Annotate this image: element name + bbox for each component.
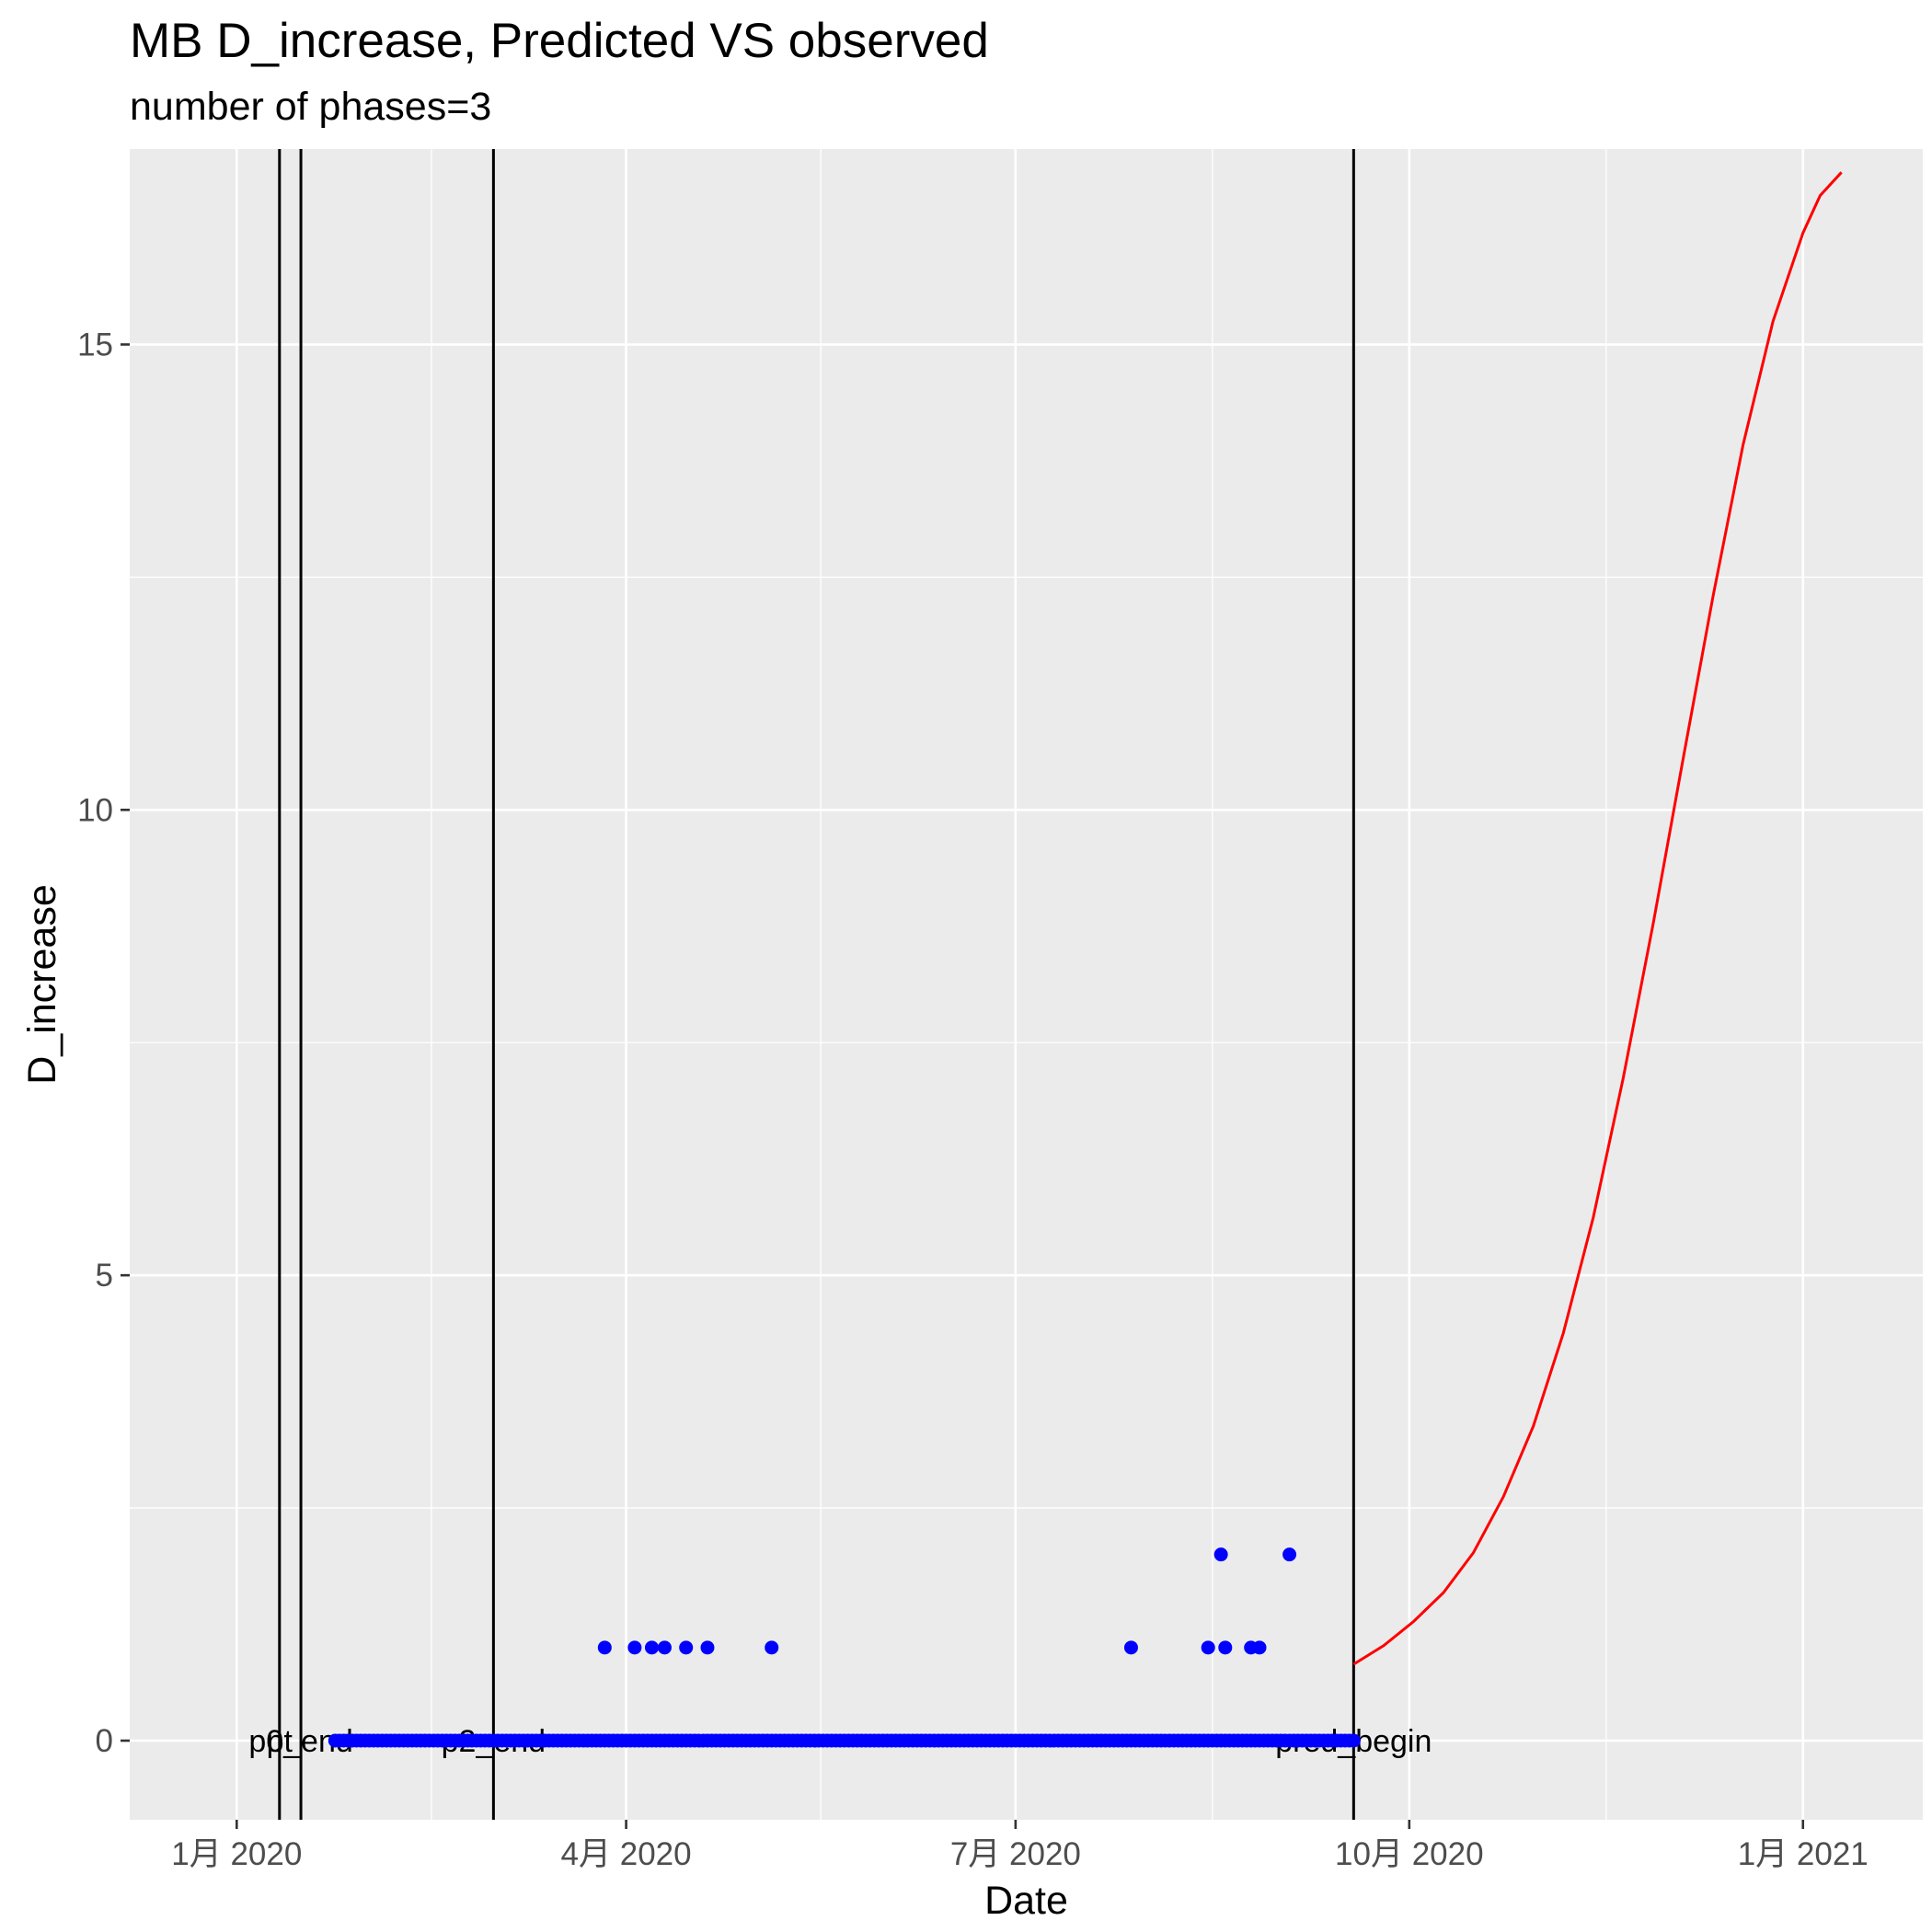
data-point [597, 1640, 612, 1655]
data-point [1252, 1640, 1267, 1655]
chart-subtitle: number of phases=3 [130, 85, 492, 129]
observed-points [328, 1547, 1361, 1748]
data-point [627, 1640, 642, 1655]
grid-minor [130, 149, 1923, 1820]
predicted-line [1352, 171, 1843, 1666]
y-tick-label: 0 [96, 1723, 113, 1759]
y-axis-title: D_increase [20, 884, 64, 1085]
data-point [1123, 1640, 1138, 1655]
data-point [679, 1640, 694, 1655]
data-point [765, 1640, 779, 1655]
chart-title: MB D_increase, Predicted VS observed [130, 14, 989, 68]
y-tick-label: 10 [77, 792, 113, 828]
data-point [1201, 1640, 1215, 1655]
x-tick-label: 4月 2020 [561, 1836, 692, 1872]
x-tick-label: 7月 2020 [950, 1836, 1081, 1872]
data-point [1213, 1547, 1228, 1562]
x-tick-label: 10月 2020 [1335, 1836, 1484, 1872]
data-point [1282, 1547, 1297, 1562]
axes: 1月 2020 4月 2020 7月 2020 10月 2020 1月 2021 0 5 10… [77, 327, 1869, 1872]
data-point [644, 1640, 659, 1655]
x-tick-label: 1月 2021 [1738, 1836, 1869, 1872]
x-axis-title: Date [984, 1879, 1068, 1923]
y-tick-label: 15 [77, 327, 113, 362]
vertical-line-label: pt [267, 1724, 293, 1759]
y-tick-label: 5 [96, 1258, 113, 1294]
plot-panel [130, 149, 1923, 1820]
data-point [1346, 1733, 1361, 1748]
x-tick-label: 1月 2020 [171, 1836, 302, 1872]
data-point [700, 1640, 715, 1655]
data-point [657, 1640, 672, 1655]
data-point [1218, 1640, 1233, 1655]
